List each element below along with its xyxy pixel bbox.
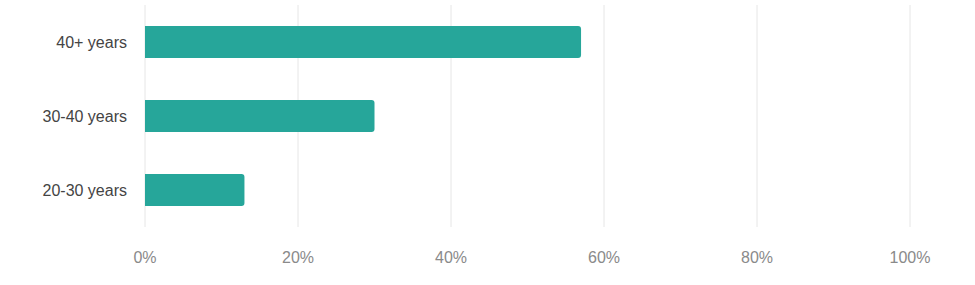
tick-label: 0% bbox=[133, 249, 156, 266]
tick-label: 20% bbox=[282, 249, 314, 266]
bar bbox=[145, 26, 581, 58]
grid-line bbox=[910, 5, 911, 227]
tick-label: 40% bbox=[435, 249, 467, 266]
grid-line bbox=[604, 5, 605, 227]
category-label: 30-40 years bbox=[43, 108, 128, 125]
bar bbox=[145, 100, 375, 132]
grid-line bbox=[757, 5, 758, 227]
bar bbox=[145, 174, 244, 206]
chart-svg: 0% 20% 40% 60% 80% 100% 40+ years 30-40 years 20… bbox=[0, 0, 975, 285]
tick-label: 60% bbox=[588, 249, 620, 266]
category-label: 20-30 years bbox=[43, 182, 128, 199]
tick-label: 80% bbox=[741, 249, 773, 266]
chart-container: 0% 20% 40% 60% 80% 100% 40+ years 30-40 years 20… bbox=[0, 0, 975, 285]
bars bbox=[145, 26, 581, 206]
category-label: 40+ years bbox=[56, 34, 127, 51]
tick-label: 100% bbox=[890, 249, 931, 266]
